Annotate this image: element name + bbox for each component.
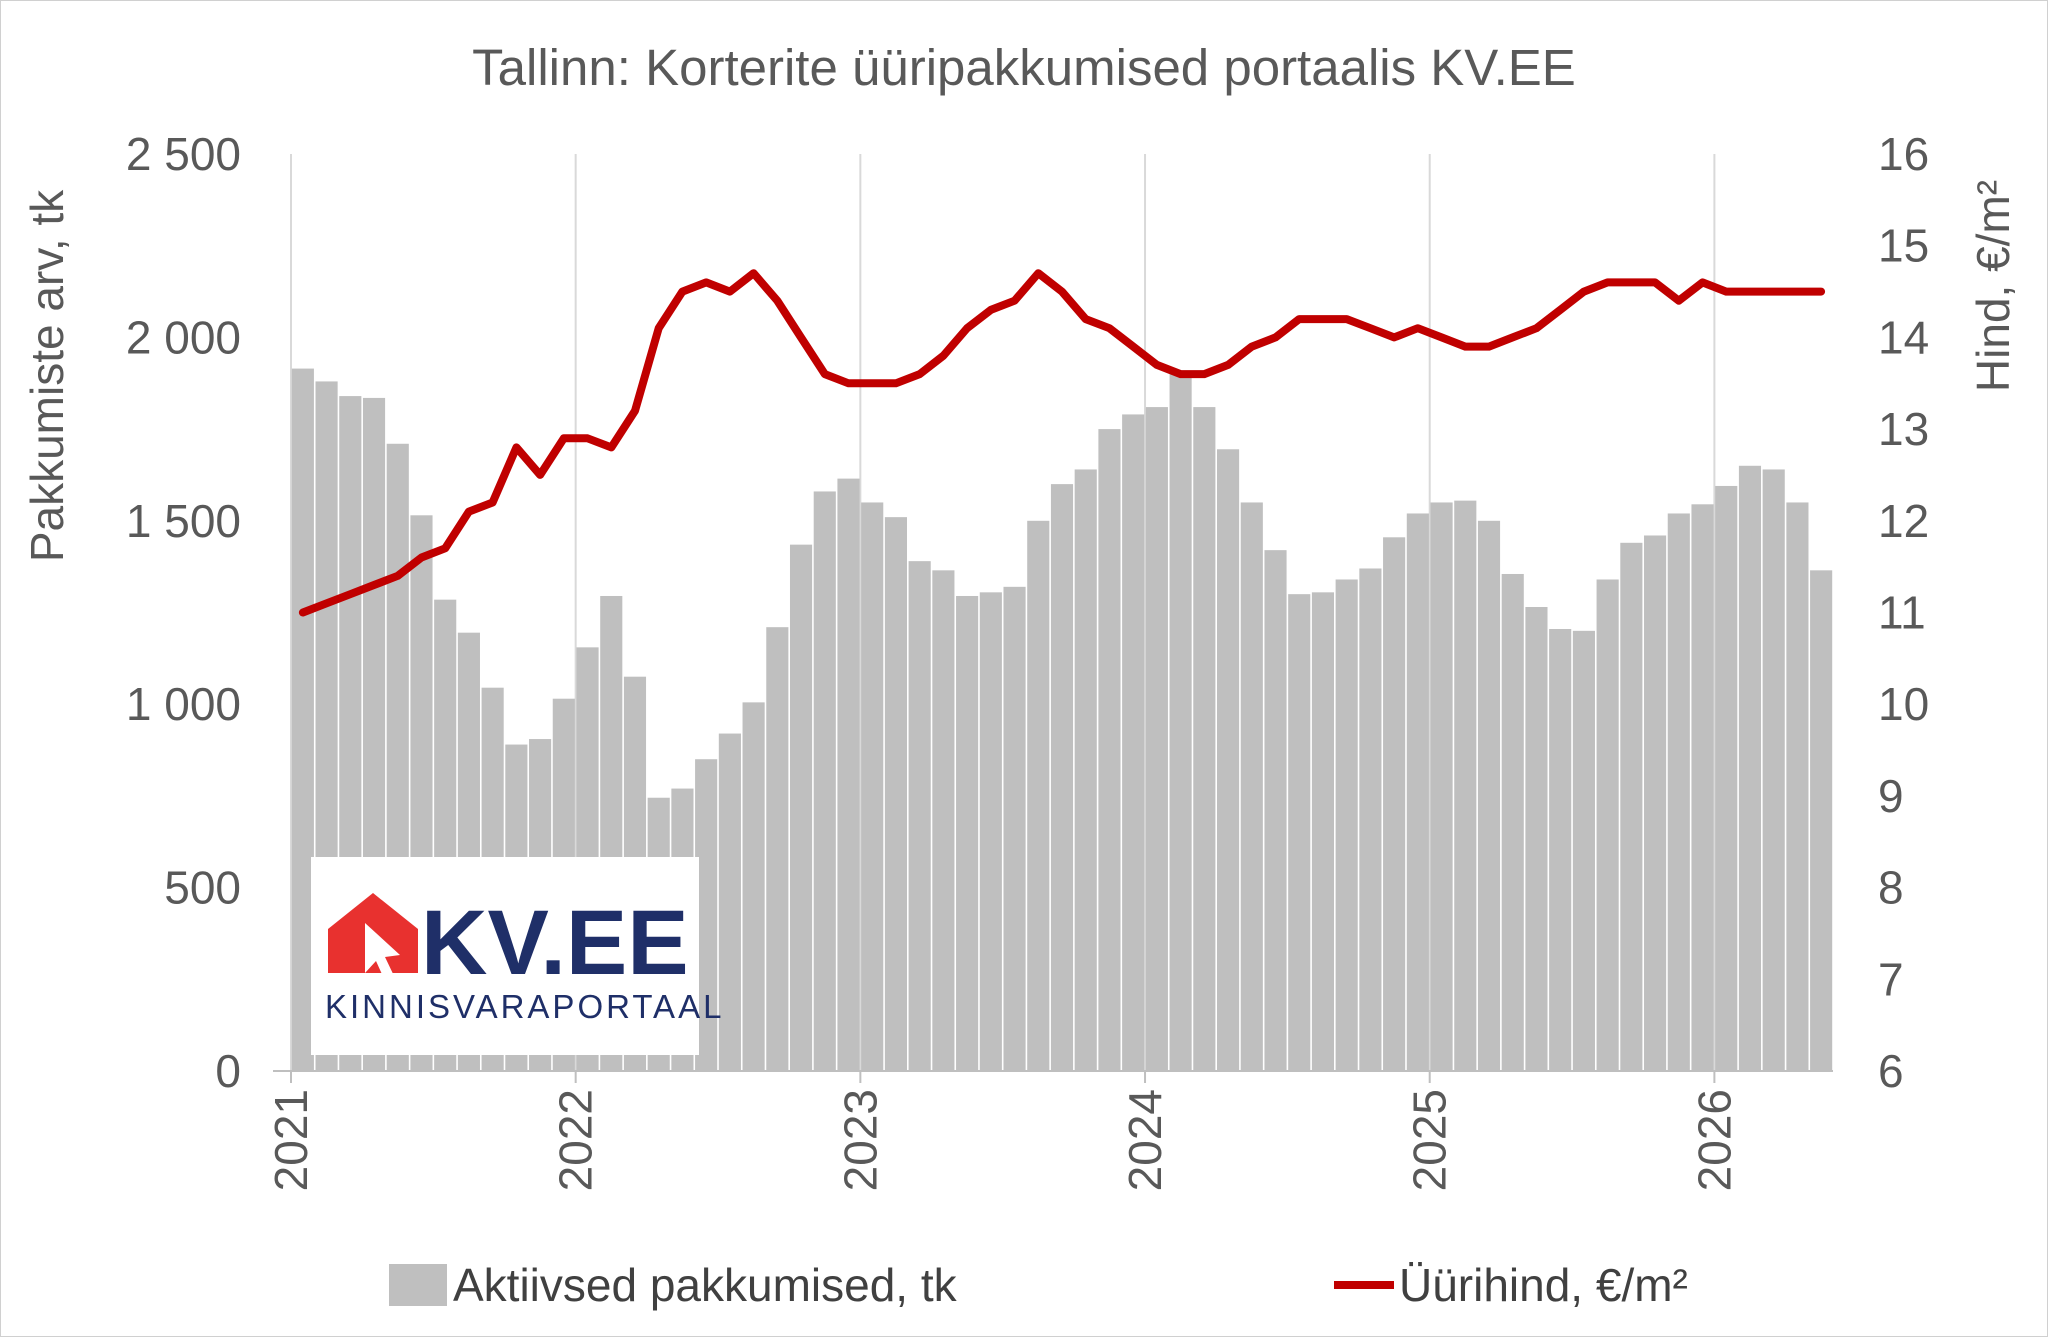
y2-axis-title: Hind, €/m² xyxy=(1967,180,2019,392)
bar xyxy=(1027,520,1050,1071)
bar xyxy=(1240,502,1263,1072)
bar xyxy=(1359,568,1382,1071)
line-path xyxy=(298,269,1826,617)
bar xyxy=(766,627,789,1071)
y-tick-label: 1 000 xyxy=(126,678,241,730)
chart-title: Tallinn: Korterite üüripakkumised portaa… xyxy=(472,39,1576,96)
bar xyxy=(1715,485,1738,1072)
bar xyxy=(1264,550,1287,1071)
bar xyxy=(1383,537,1406,1071)
house-arrow-icon xyxy=(328,893,418,983)
y2-tick-label: 13 xyxy=(1878,403,1929,455)
y2-tick-label: 9 xyxy=(1878,770,1904,822)
bar xyxy=(695,759,718,1071)
legend-label-line: Üürihind, €/m² xyxy=(1399,1259,1688,1311)
x-tick-label: 2023 xyxy=(834,1089,886,1191)
y2-tick-label: 6 xyxy=(1878,1045,1904,1097)
legend-swatch-bars xyxy=(389,1264,447,1306)
y-tick-label: 2 500 xyxy=(126,128,241,180)
bar xyxy=(1667,513,1690,1071)
bar xyxy=(884,517,907,1071)
bar xyxy=(979,592,1002,1071)
line-series xyxy=(298,269,1826,617)
bar xyxy=(1572,630,1595,1071)
bar xyxy=(1477,520,1501,1071)
bar xyxy=(1050,484,1074,1071)
y2-tick-label: 15 xyxy=(1878,220,1929,272)
x-tick-label: 2025 xyxy=(1404,1089,1456,1191)
x-tick-label: 2021 xyxy=(265,1089,317,1191)
bar xyxy=(1810,570,1833,1071)
bar xyxy=(1786,502,1809,1072)
bar xyxy=(1335,579,1358,1071)
bar xyxy=(718,733,741,1071)
x-axis-ticks: 2021 2022 2023 2024 2025 2026 xyxy=(265,1071,1740,1191)
bar xyxy=(1169,372,1192,1072)
y-tick-label: 2 000 xyxy=(126,311,241,363)
y2-axis-ticks: 6 7 8 9 10 11 12 13 14 15 16 xyxy=(1878,128,1929,1097)
bar xyxy=(1738,465,1762,1071)
bar xyxy=(1549,629,1572,1071)
bar xyxy=(789,544,813,1071)
bar xyxy=(1098,429,1121,1072)
bar xyxy=(1311,592,1335,1071)
bar xyxy=(956,595,979,1071)
bar xyxy=(837,478,860,1071)
bar xyxy=(1620,542,1643,1071)
logo: KV.EE KINNISVARAPORTAAL xyxy=(311,857,724,1055)
bar xyxy=(908,561,931,1071)
bar xyxy=(1762,469,1785,1071)
bar xyxy=(291,368,314,1071)
bar xyxy=(1288,594,1311,1071)
bar xyxy=(1430,502,1453,1072)
bar xyxy=(1525,606,1548,1071)
bar xyxy=(1501,573,1524,1071)
legend-label-bars: Aktiivsed pakkumised, tk xyxy=(453,1259,958,1311)
legend: Aktiivsed pakkumised, tk Üürihind, €/m² xyxy=(389,1259,1688,1311)
y-axis-ticks: 0 500 1 000 1 500 2 000 2 500 xyxy=(126,128,241,1097)
y2-tick-label: 8 xyxy=(1878,862,1904,914)
y-tick-label: 0 xyxy=(215,1045,241,1097)
x-tick-label: 2026 xyxy=(1688,1089,1740,1191)
bar xyxy=(1122,414,1145,1072)
logo-tagline: KINNISVARAPORTAAL xyxy=(325,988,724,1025)
y2-tick-label: 14 xyxy=(1878,311,1929,363)
bar xyxy=(1454,500,1477,1072)
bar xyxy=(1145,407,1168,1071)
bar xyxy=(742,702,765,1071)
vertical-gridlines xyxy=(290,154,1716,1071)
bar xyxy=(1217,449,1240,1071)
bar xyxy=(1193,407,1216,1071)
y2-tick-label: 11 xyxy=(1878,587,1926,639)
bar xyxy=(813,491,836,1071)
y2-tick-label: 10 xyxy=(1878,678,1929,730)
y-axis-title: Pakkumiste arv, tk xyxy=(21,189,73,562)
bar xyxy=(1596,579,1619,1071)
bar xyxy=(1003,586,1026,1071)
y-tick-label: 500 xyxy=(164,862,241,914)
y2-tick-label: 16 xyxy=(1878,128,1929,180)
x-tick-label: 2022 xyxy=(550,1089,602,1191)
x-tick-label: 2024 xyxy=(1119,1089,1171,1191)
bar xyxy=(932,570,955,1071)
y-tick-label: 1 500 xyxy=(126,495,241,547)
y2-tick-label: 7 xyxy=(1878,953,1904,1005)
bar xyxy=(1406,513,1429,1071)
bar xyxy=(861,502,884,1072)
y2-tick-label: 12 xyxy=(1878,495,1929,547)
logo-text: KV.EE xyxy=(421,892,689,994)
bar xyxy=(1074,469,1097,1071)
bar xyxy=(1691,504,1714,1071)
bar xyxy=(1644,535,1667,1071)
